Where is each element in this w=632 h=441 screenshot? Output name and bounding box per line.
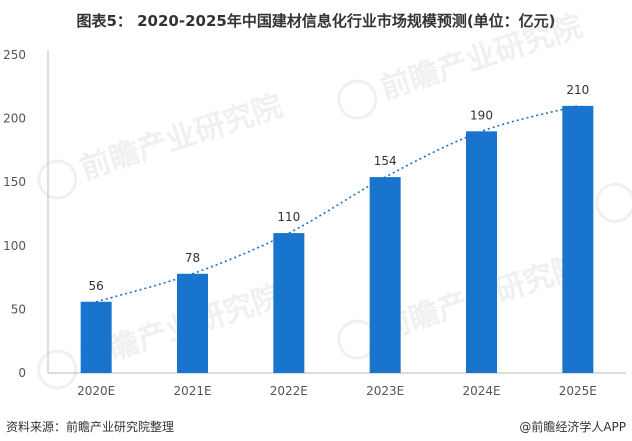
y-tick-label: 250 — [3, 48, 26, 62]
bar — [80, 301, 112, 373]
bar — [177, 273, 208, 373]
bar — [369, 177, 401, 373]
data-label: 110 — [277, 210, 300, 224]
x-tick-label: 2024E — [462, 384, 500, 398]
y-tick-label: 150 — [3, 175, 26, 189]
data-label: 78 — [185, 251, 200, 265]
bar — [273, 233, 305, 373]
y-tick-label: 100 — [3, 239, 26, 253]
x-tick-label: 2025E — [559, 384, 597, 398]
y-tick-label: 200 — [3, 112, 26, 126]
x-tick-label: 2022E — [270, 384, 308, 398]
data-label: 190 — [470, 108, 493, 122]
data-label: 210 — [566, 83, 589, 97]
y-tick-label: 0 — [18, 366, 26, 380]
bar — [562, 105, 594, 373]
y-tick-label: 50 — [11, 302, 26, 316]
x-tick-label: 2023E — [366, 384, 404, 398]
trend-line — [95, 105, 579, 303]
x-tick-label: 2020E — [77, 384, 115, 398]
bar — [466, 131, 497, 373]
chart-title: 图表5： 2020-2025年中国建材信息化行业市场规模预测(单位：亿元) — [76, 11, 556, 30]
source-note: 资料来源：前瞻产业研究院整理 — [6, 420, 175, 434]
data-label: 154 — [374, 154, 397, 168]
credit-note: @前瞻经济学人APP — [519, 420, 626, 434]
x-tick-label: 2021E — [173, 384, 211, 398]
data-label: 56 — [89, 279, 104, 293]
